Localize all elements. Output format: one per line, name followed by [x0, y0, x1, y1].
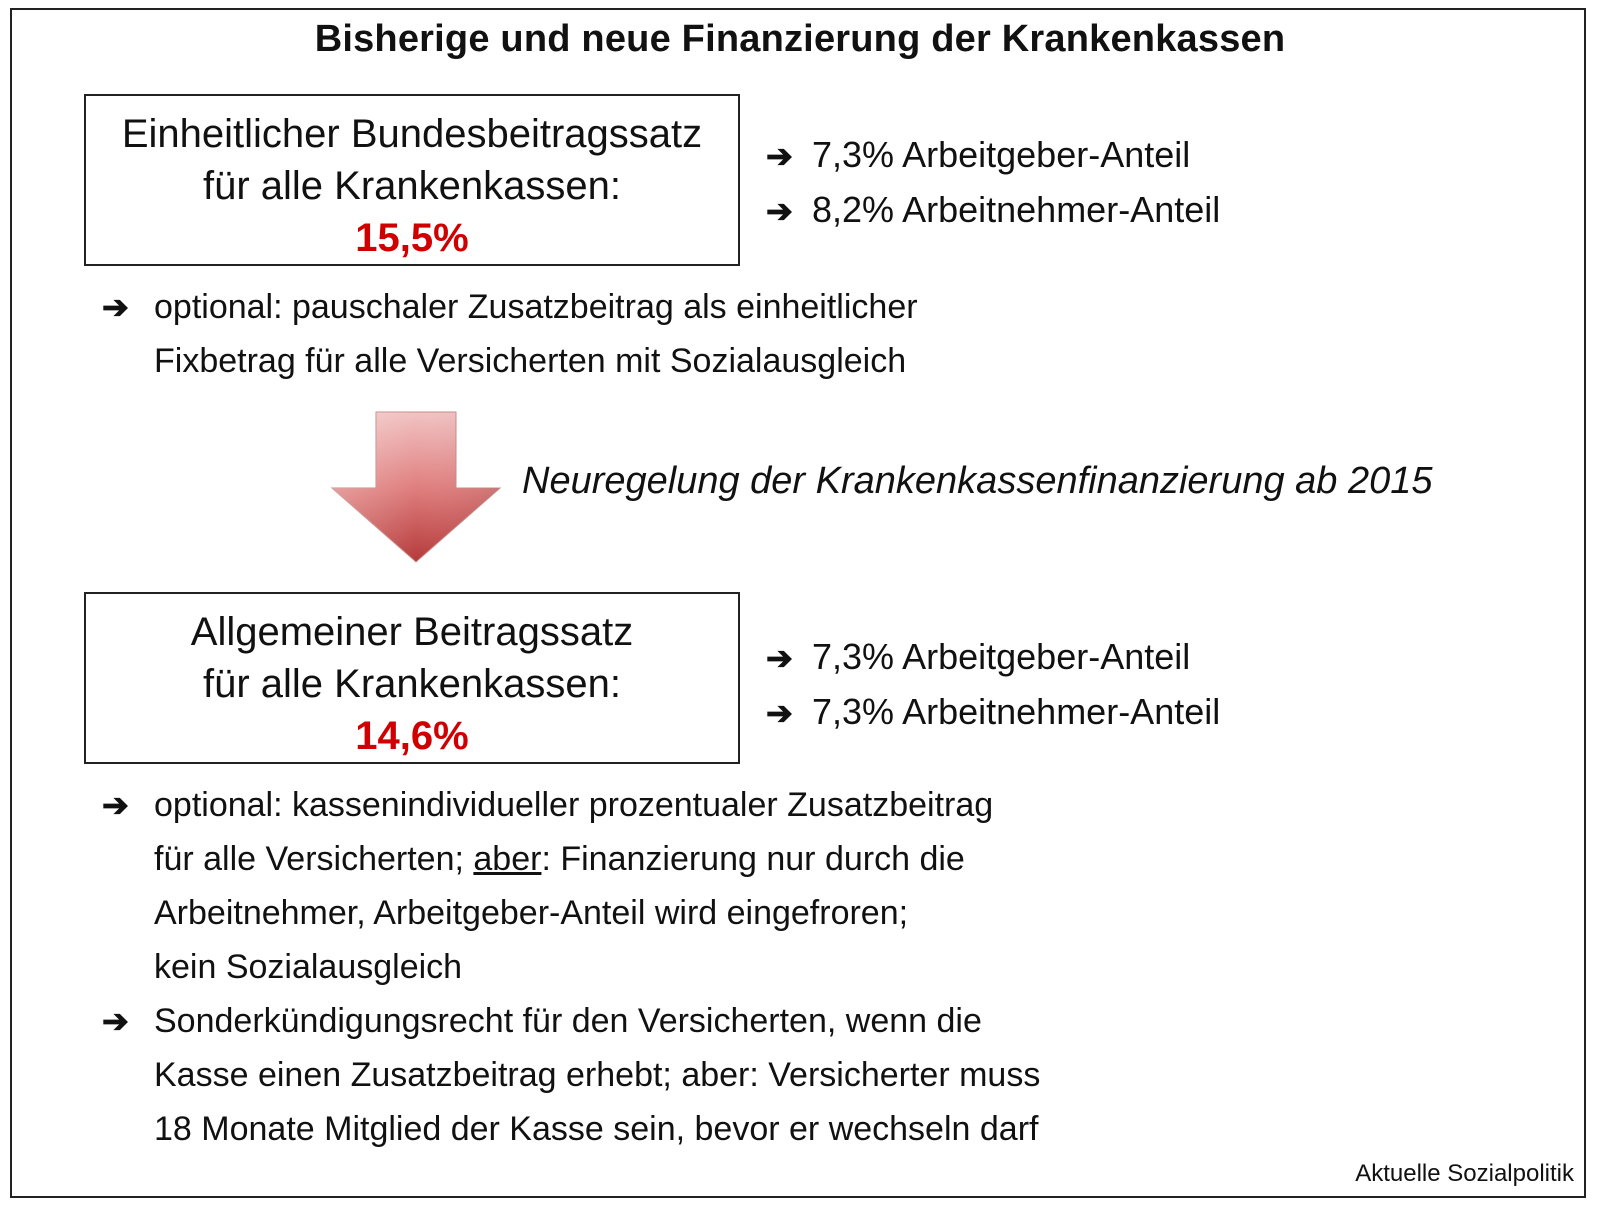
- new-note1-line3: Arbeitnehmer, Arbeitgeber-Anteil wird ei…: [154, 894, 909, 932]
- old-rate-box: Einheitlicher Bundesbeitragssatz für all…: [84, 94, 740, 266]
- new-rate-box: Allgemeiner Beitragssatz für alle Kranke…: [84, 592, 740, 764]
- new-note2-line3: 18 Monate Mitglied der Kasse sein, bevor…: [154, 1110, 1039, 1148]
- new-employee-share: 7,3% Arbeitnehmer-Anteil: [812, 691, 1221, 732]
- new-notes: ➔ optional: kassenindividueller prozentua…: [102, 778, 1040, 1156]
- arrow-right-icon: ➔: [766, 640, 793, 676]
- new-note2-line1: Sonderkündigungsrecht für den Versichert…: [154, 1002, 982, 1040]
- new-note2-line2: Kasse einen Zusatzbeitrag erhebt; aber: …: [154, 1056, 1041, 1094]
- down-arrow-icon: [330, 411, 502, 563]
- old-note: ➔ optional: pauschaler Zusatzbeitrag als …: [102, 280, 918, 388]
- old-rate-value: 15,5%: [355, 216, 469, 260]
- arrow-right-icon: ➔: [766, 695, 793, 731]
- diagram-frame: [10, 8, 1586, 1198]
- new-note1-line1: optional: kassenindividueller prozentual…: [154, 786, 994, 824]
- old-employer-share: 7,3% Arbeitgeber-Anteil: [812, 134, 1191, 175]
- transition-label: Neuregelung der Krankenkassenfinanzierun…: [522, 460, 1433, 502]
- new-note1-line2: für alle Versicherten; aber: Finanzierun…: [154, 840, 965, 878]
- arrow-right-icon: ➔: [102, 289, 129, 325]
- new-box-line2: für alle Krankenkassen:: [202, 662, 621, 706]
- arrow-right-icon: ➔: [102, 1003, 129, 1039]
- new-shares: ➔ 7,3% Arbeitgeber-Anteil ➔ 7,3% Arbeitn…: [766, 630, 1220, 740]
- source-label: Aktuelle Sozialpolitik: [1355, 1160, 1574, 1187]
- old-shares: ➔ 7,3% Arbeitgeber-Anteil ➔ 8,2% Arbeitn…: [766, 128, 1220, 238]
- arrow-right-icon: ➔: [102, 787, 129, 823]
- arrow-right-icon: ➔: [766, 193, 793, 229]
- arrow-right-icon: ➔: [766, 138, 793, 174]
- old-box-line2: für alle Krankenkassen:: [202, 164, 621, 208]
- new-rate-value: 14,6%: [355, 714, 469, 758]
- page-title: Bisherige und neue Finanzierung der Kran…: [314, 18, 1286, 60]
- new-employer-share: 7,3% Arbeitgeber-Anteil: [812, 636, 1191, 677]
- old-note-line2: Fixbetrag für alle Versicherten mit Sozi…: [154, 342, 907, 380]
- new-note1-line4: kein Sozialausgleich: [154, 948, 463, 986]
- old-box-line1: Einheitlicher Bundesbeitragssatz: [121, 112, 703, 156]
- old-note-line1: optional: pauschaler Zusatzbeitrag als e…: [154, 288, 918, 326]
- underlined-aber: aber: [473, 840, 542, 878]
- old-employee-share: 8,2% Arbeitnehmer-Anteil: [812, 189, 1221, 230]
- new-box-line1: Allgemeiner Beitragssatz: [190, 610, 634, 654]
